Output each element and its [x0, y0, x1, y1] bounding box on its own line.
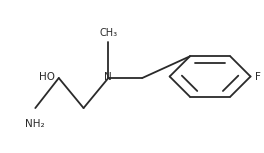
Text: N: N — [105, 72, 112, 82]
Text: HO: HO — [39, 72, 55, 82]
Text: NH₂: NH₂ — [26, 119, 45, 129]
Text: CH₃: CH₃ — [99, 28, 117, 38]
Text: F: F — [255, 71, 261, 82]
